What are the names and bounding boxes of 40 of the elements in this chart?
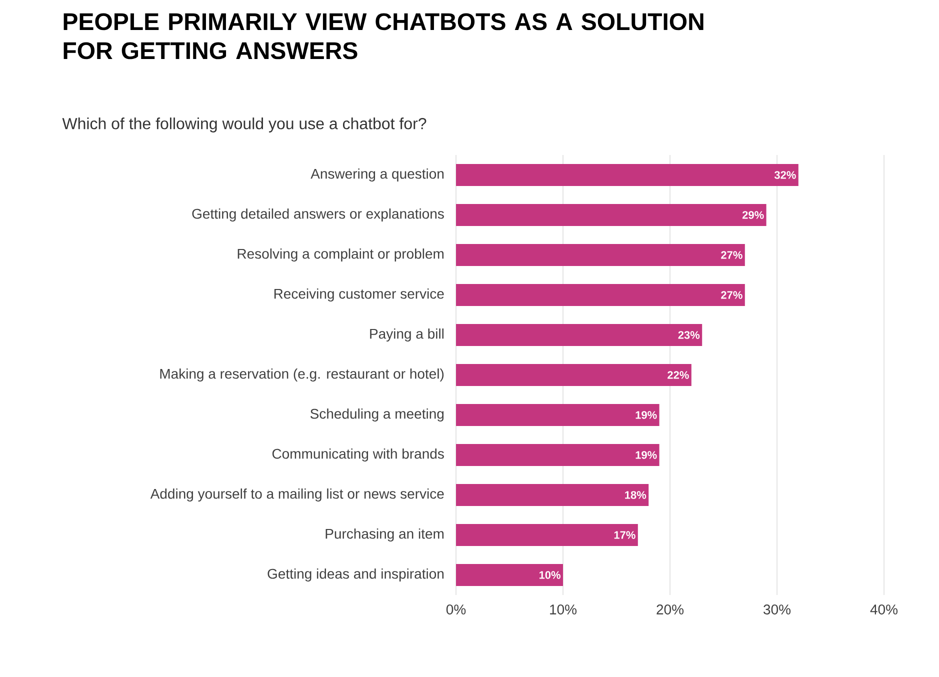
x-tick-label: 10% xyxy=(550,604,577,614)
x-tick-label: 20% xyxy=(656,604,684,614)
y-tick-label: Receiving customer service xyxy=(274,288,444,302)
y-tick-label: Communicating with brands xyxy=(272,448,444,462)
data-label: 23% xyxy=(678,331,700,339)
data-label: 19% xyxy=(636,451,657,459)
y-tick-label: Getting detailed answers or explanations xyxy=(192,208,444,222)
data-label: 29% xyxy=(742,211,764,219)
data-label: 27% xyxy=(721,291,742,299)
y-tick-label: Getting ideas and inspiration xyxy=(268,568,444,582)
bar xyxy=(456,364,692,386)
y-tick-label: Resolving a complaint or problem xyxy=(238,248,444,262)
text: Which of the following would you use a chatbot for? xyxy=(62,118,426,132)
data-label: 18% xyxy=(625,491,646,499)
data-label: 27% xyxy=(721,251,742,259)
bar xyxy=(456,524,638,546)
bar xyxy=(456,564,564,586)
x-tick-label: 40% xyxy=(870,604,898,614)
data-label: 19% xyxy=(636,411,657,419)
data-label: 32% xyxy=(774,171,796,179)
bar xyxy=(456,404,660,426)
chart-title: PEOPLE PRIMARILY VIEW CHATBOTS AS A SOLUTION FOR GETTING ANSWERS xyxy=(64,13,704,60)
data-label: 10% xyxy=(539,571,561,579)
bar xyxy=(456,204,766,226)
y-tick-label: Paying a bill xyxy=(370,328,444,342)
y-tick-label: Purchasing an item xyxy=(326,528,444,542)
bar xyxy=(456,444,660,466)
data-label: 17% xyxy=(614,531,636,539)
y-tick-label: Scheduling a meeting xyxy=(310,408,444,422)
y-tick-label: Answering a question xyxy=(310,168,444,182)
x-tick-label: 0% xyxy=(446,604,466,614)
bar xyxy=(456,164,798,186)
bar xyxy=(456,244,745,266)
x-tick-label: 30% xyxy=(764,604,791,614)
data-label: 22% xyxy=(668,371,689,379)
y-tick-label: Adding yourself to a mailing list or news service xyxy=(150,488,444,502)
bar xyxy=(456,484,649,506)
bar xyxy=(456,324,702,346)
bar xyxy=(456,284,745,306)
y-tick-label: Making a reservation (e.g. restaurant or hotel) xyxy=(160,368,444,382)
